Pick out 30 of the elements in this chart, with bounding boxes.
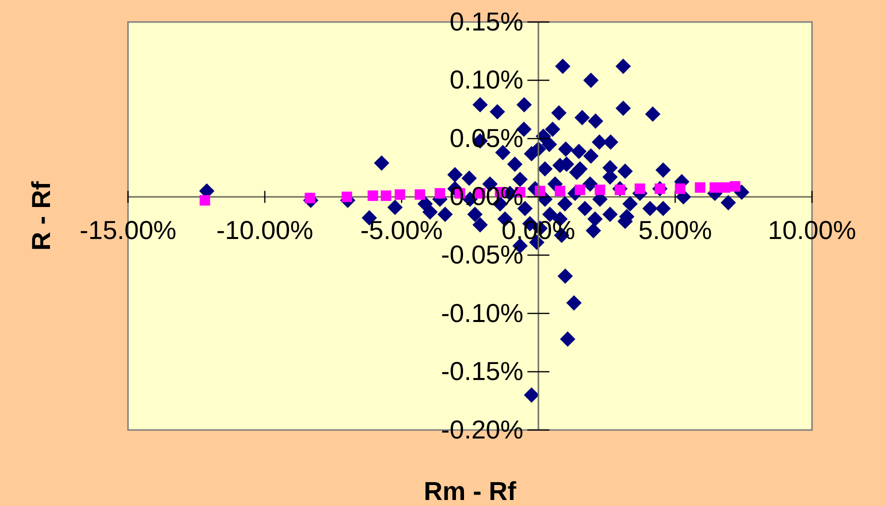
point <box>554 186 566 196</box>
x-tick-label: -5.00% <box>360 214 443 245</box>
y-axis-title: R - Rf <box>26 181 56 251</box>
x-tick-label: 10.00% <box>768 214 856 245</box>
x-tick-label: -15.00% <box>80 214 176 245</box>
x-tick-label: -10.00% <box>216 214 314 245</box>
point <box>414 189 426 200</box>
x-tick-label: 5.00% <box>638 214 712 245</box>
point <box>574 184 586 196</box>
point <box>730 181 740 192</box>
point <box>674 183 686 194</box>
point <box>694 182 706 193</box>
y-tick-label: 0.10% <box>450 64 524 95</box>
point <box>634 183 646 194</box>
y-tick-label: -0.05% <box>441 239 524 270</box>
point <box>394 189 406 200</box>
y-tick-label: 0.00% <box>450 181 524 212</box>
y-tick-label: -0.10% <box>441 298 524 328</box>
point <box>710 182 720 193</box>
point <box>368 190 378 201</box>
x-axis-title: Rm - Rf <box>424 476 517 506</box>
point <box>200 195 210 206</box>
y-tick-label: -0.20% <box>441 414 524 444</box>
point <box>720 182 730 193</box>
point <box>342 192 352 202</box>
point <box>434 188 446 199</box>
y-tick-label: 0.15% <box>450 6 524 36</box>
point <box>380 190 392 201</box>
point <box>594 184 606 196</box>
y-tick-label: -0.15% <box>441 356 524 386</box>
